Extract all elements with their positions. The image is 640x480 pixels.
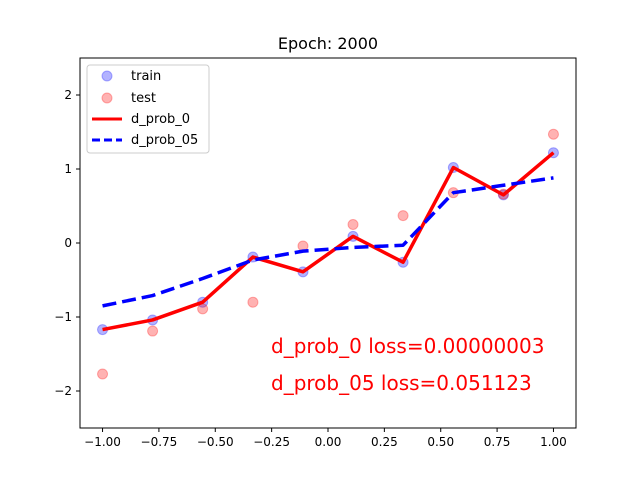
x-tick-label: 0.75 [484,435,511,449]
x-tick-label: 1.00 [540,435,567,449]
annotation-d-prob-0-loss: d_prob_0 loss=0.00000003 [271,334,544,358]
x-tick-label: −0.25 [253,435,290,449]
legend-label-d-prob-0: d_prob_0 [131,112,190,127]
point-test [347,219,359,230]
point-test [397,210,409,222]
legend-label-test: test [131,91,156,106]
point-test [547,128,559,140]
series-line-d-prob-05 [102,176,554,308]
x-tick-label: 0.25 [371,435,398,449]
point-test [97,368,109,380]
annotations: d_prob_0 loss=0.00000003 d_prob_05 loss=… [271,334,544,395]
legend-label-train: train [131,69,161,84]
y-tick-label: 0 [64,236,72,250]
legend-marker-train [101,70,113,82]
series-line-d-prob-0 [102,151,555,332]
y-tick-label: 2 [64,88,72,102]
x-tick-label: −0.50 [197,435,234,449]
x-axis: −1.00 −0.75 −0.50 −0.25 0.00 0.25 0.50 0.75 1.00 [84,428,567,449]
point-test [197,303,209,315]
y-tick-label: −1 [54,310,72,324]
plot-area [97,128,559,380]
lines-layer [102,151,555,332]
legend-label-d-prob-05: d_prob_05 [131,133,198,148]
chart-title: Epoch: 2000 [278,34,378,53]
x-tick-label: −1.00 [84,435,121,449]
annotation-d-prob-05-loss: d_prob_05 loss=0.051123 [271,371,532,395]
y-tick-label: −2 [54,384,72,398]
point-test [147,325,159,337]
point-test [247,296,259,308]
x-tick-label: 0.50 [427,435,454,449]
legend: train test d_prob_0 d_prob_05 [86,64,210,154]
legend-marker-test [101,92,113,104]
legend-box [86,64,210,154]
y-tick-label: 1 [64,162,72,176]
y-axis: −2 −1 0 1 2 [54,88,80,398]
x-tick-label: 0.00 [315,435,342,449]
x-tick-label: −0.75 [141,435,178,449]
